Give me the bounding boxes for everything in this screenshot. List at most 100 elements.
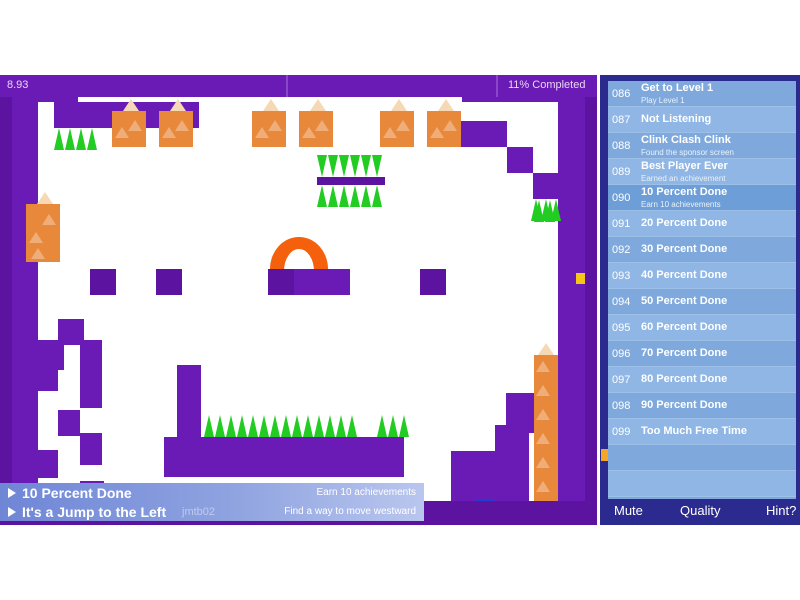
achievement-title: Too Much Free Time xyxy=(641,425,747,437)
mute-button[interactable]: Mute xyxy=(614,503,643,518)
hint-button[interactable]: Hint? xyxy=(766,503,797,518)
achievement-row[interactable]: 087 Not Listening xyxy=(608,107,796,133)
achievement-title: Best Player Ever xyxy=(641,160,728,172)
terrain-block xyxy=(495,425,529,501)
achievement-row[interactable]: 097 80 Percent Done xyxy=(608,367,796,393)
achievement-number: 094 xyxy=(612,296,631,308)
spike-bar xyxy=(317,177,385,185)
achievement-number: 088 xyxy=(612,140,631,152)
achievement-number: 098 xyxy=(612,400,631,412)
toast-title: 10 Percent Done xyxy=(22,485,132,501)
achievement-row[interactable]: 093 40 Percent Done xyxy=(608,263,796,289)
achievement-row[interactable]: 089 Best Player Ever Earned an achieveme… xyxy=(608,159,796,185)
crate-cap xyxy=(123,99,139,111)
quality-button[interactable]: Quality xyxy=(680,503,721,518)
terrain-block xyxy=(451,451,495,501)
timer-display: 8.93 xyxy=(7,79,29,91)
achievement-row[interactable]: 096 70 Percent Done xyxy=(608,341,796,367)
terrain-block xyxy=(294,269,350,295)
terrain-block xyxy=(268,269,294,295)
achievement-row[interactable]: 091 20 Percent Done xyxy=(608,211,796,237)
toast-arrow-icon xyxy=(8,488,16,498)
terrain-block xyxy=(156,269,182,295)
spike-cluster-down xyxy=(317,185,385,207)
crate xyxy=(299,111,333,147)
crate-cap xyxy=(310,99,326,111)
achievement-subtitle: Play Level 1 xyxy=(641,96,685,105)
toast-description: Earn 10 achievements xyxy=(316,487,416,498)
crate-column xyxy=(534,355,558,501)
achievement-title: 10 Percent Done xyxy=(641,186,728,198)
spike-cluster xyxy=(54,128,104,150)
terrain-block xyxy=(90,269,116,295)
achievement-row-empty xyxy=(608,445,796,471)
crate xyxy=(427,111,461,147)
achievement-title: Get to Level 1 xyxy=(641,82,714,94)
terrain-block xyxy=(58,410,80,436)
achievement-title: 70 Percent Done xyxy=(641,347,728,359)
achievement-row[interactable]: 088 Clink Clash Clink Found the sponsor … xyxy=(608,133,796,159)
spike-field xyxy=(204,415,364,437)
achievement-title: 80 Percent Done xyxy=(641,373,728,385)
achievement-row-selected[interactable]: 090 10 Percent Done Earn 10 achievements xyxy=(608,185,796,211)
spike-cluster-up xyxy=(317,155,385,177)
spike-cluster xyxy=(532,200,558,222)
crate xyxy=(159,111,193,147)
completion-display: 11% Completed xyxy=(508,79,586,91)
achievement-number: 086 xyxy=(612,88,631,100)
game-hud: 8.93 11% Completed xyxy=(0,75,597,97)
achievement-row[interactable]: 094 50 Percent Done xyxy=(608,289,796,315)
achievement-row[interactable]: 099 Too Much Free Time xyxy=(608,419,796,445)
achievement-subtitle: Earn 10 achievements xyxy=(641,200,721,209)
crate xyxy=(112,111,146,147)
toast-tag: jmtb02 xyxy=(182,506,216,518)
achievement-number: 095 xyxy=(612,322,631,334)
terrain-block xyxy=(558,97,585,501)
terrain-block xyxy=(12,450,58,478)
achievement-subtitle: Found the sponsor screen xyxy=(641,148,734,157)
terrain-block xyxy=(164,437,404,477)
toast-notification: 10 Percent Done Earn 10 achievements xyxy=(0,483,424,502)
achievement-title: 50 Percent Done xyxy=(641,295,728,307)
achievement-number: 096 xyxy=(612,348,631,360)
terrain-block xyxy=(533,173,559,199)
terrain-block xyxy=(80,340,102,408)
achievement-number: 099 xyxy=(612,426,631,438)
achievement-number: 092 xyxy=(612,244,631,256)
crate xyxy=(26,204,60,262)
hud-divider-left xyxy=(286,75,288,97)
terrain-block xyxy=(507,147,533,173)
crate xyxy=(252,111,286,147)
terrain-block xyxy=(461,121,507,147)
achievement-row[interactable]: 092 30 Percent Done xyxy=(608,237,796,263)
terrain-block xyxy=(462,97,585,102)
achievement-subtitle: Earned an achievement xyxy=(641,174,726,183)
toast-notification: It's a Jump to the Left jmtb02 Find a wa… xyxy=(0,502,424,521)
toast-arrow-icon xyxy=(8,507,16,517)
achievement-title: 20 Percent Done xyxy=(641,217,728,229)
game-stage: 8.93 11% Completed xyxy=(0,75,597,525)
crate-cap xyxy=(263,99,279,111)
achievement-number: 087 xyxy=(612,114,631,126)
spike-cluster xyxy=(377,415,409,437)
achievement-number: 093 xyxy=(612,270,631,282)
achievement-title: Not Listening xyxy=(641,113,712,125)
toast-title: It's a Jump to the Left xyxy=(22,504,167,520)
achievement-title: 40 Percent Done xyxy=(641,269,728,281)
portal-opening xyxy=(284,249,314,271)
crate-cap xyxy=(170,99,186,111)
crate-cap xyxy=(438,99,454,111)
achievement-number: 091 xyxy=(612,218,631,230)
achievement-number: 089 xyxy=(612,166,631,178)
achievement-row[interactable]: 095 60 Percent Done xyxy=(608,315,796,341)
crate-cap xyxy=(391,99,407,111)
crate-cap xyxy=(37,192,53,204)
achievement-row[interactable]: 086 Get to Level 1 Play Level 1 xyxy=(608,81,796,107)
terrain-block xyxy=(12,365,58,391)
crate-cap xyxy=(538,343,554,355)
achievements-list[interactable]: 086 Get to Level 1 Play Level 1 087 Not … xyxy=(608,81,796,499)
terrain-block xyxy=(506,393,534,433)
scroll-indicator[interactable] xyxy=(601,449,608,461)
achievement-row[interactable]: 098 90 Percent Done xyxy=(608,393,796,419)
